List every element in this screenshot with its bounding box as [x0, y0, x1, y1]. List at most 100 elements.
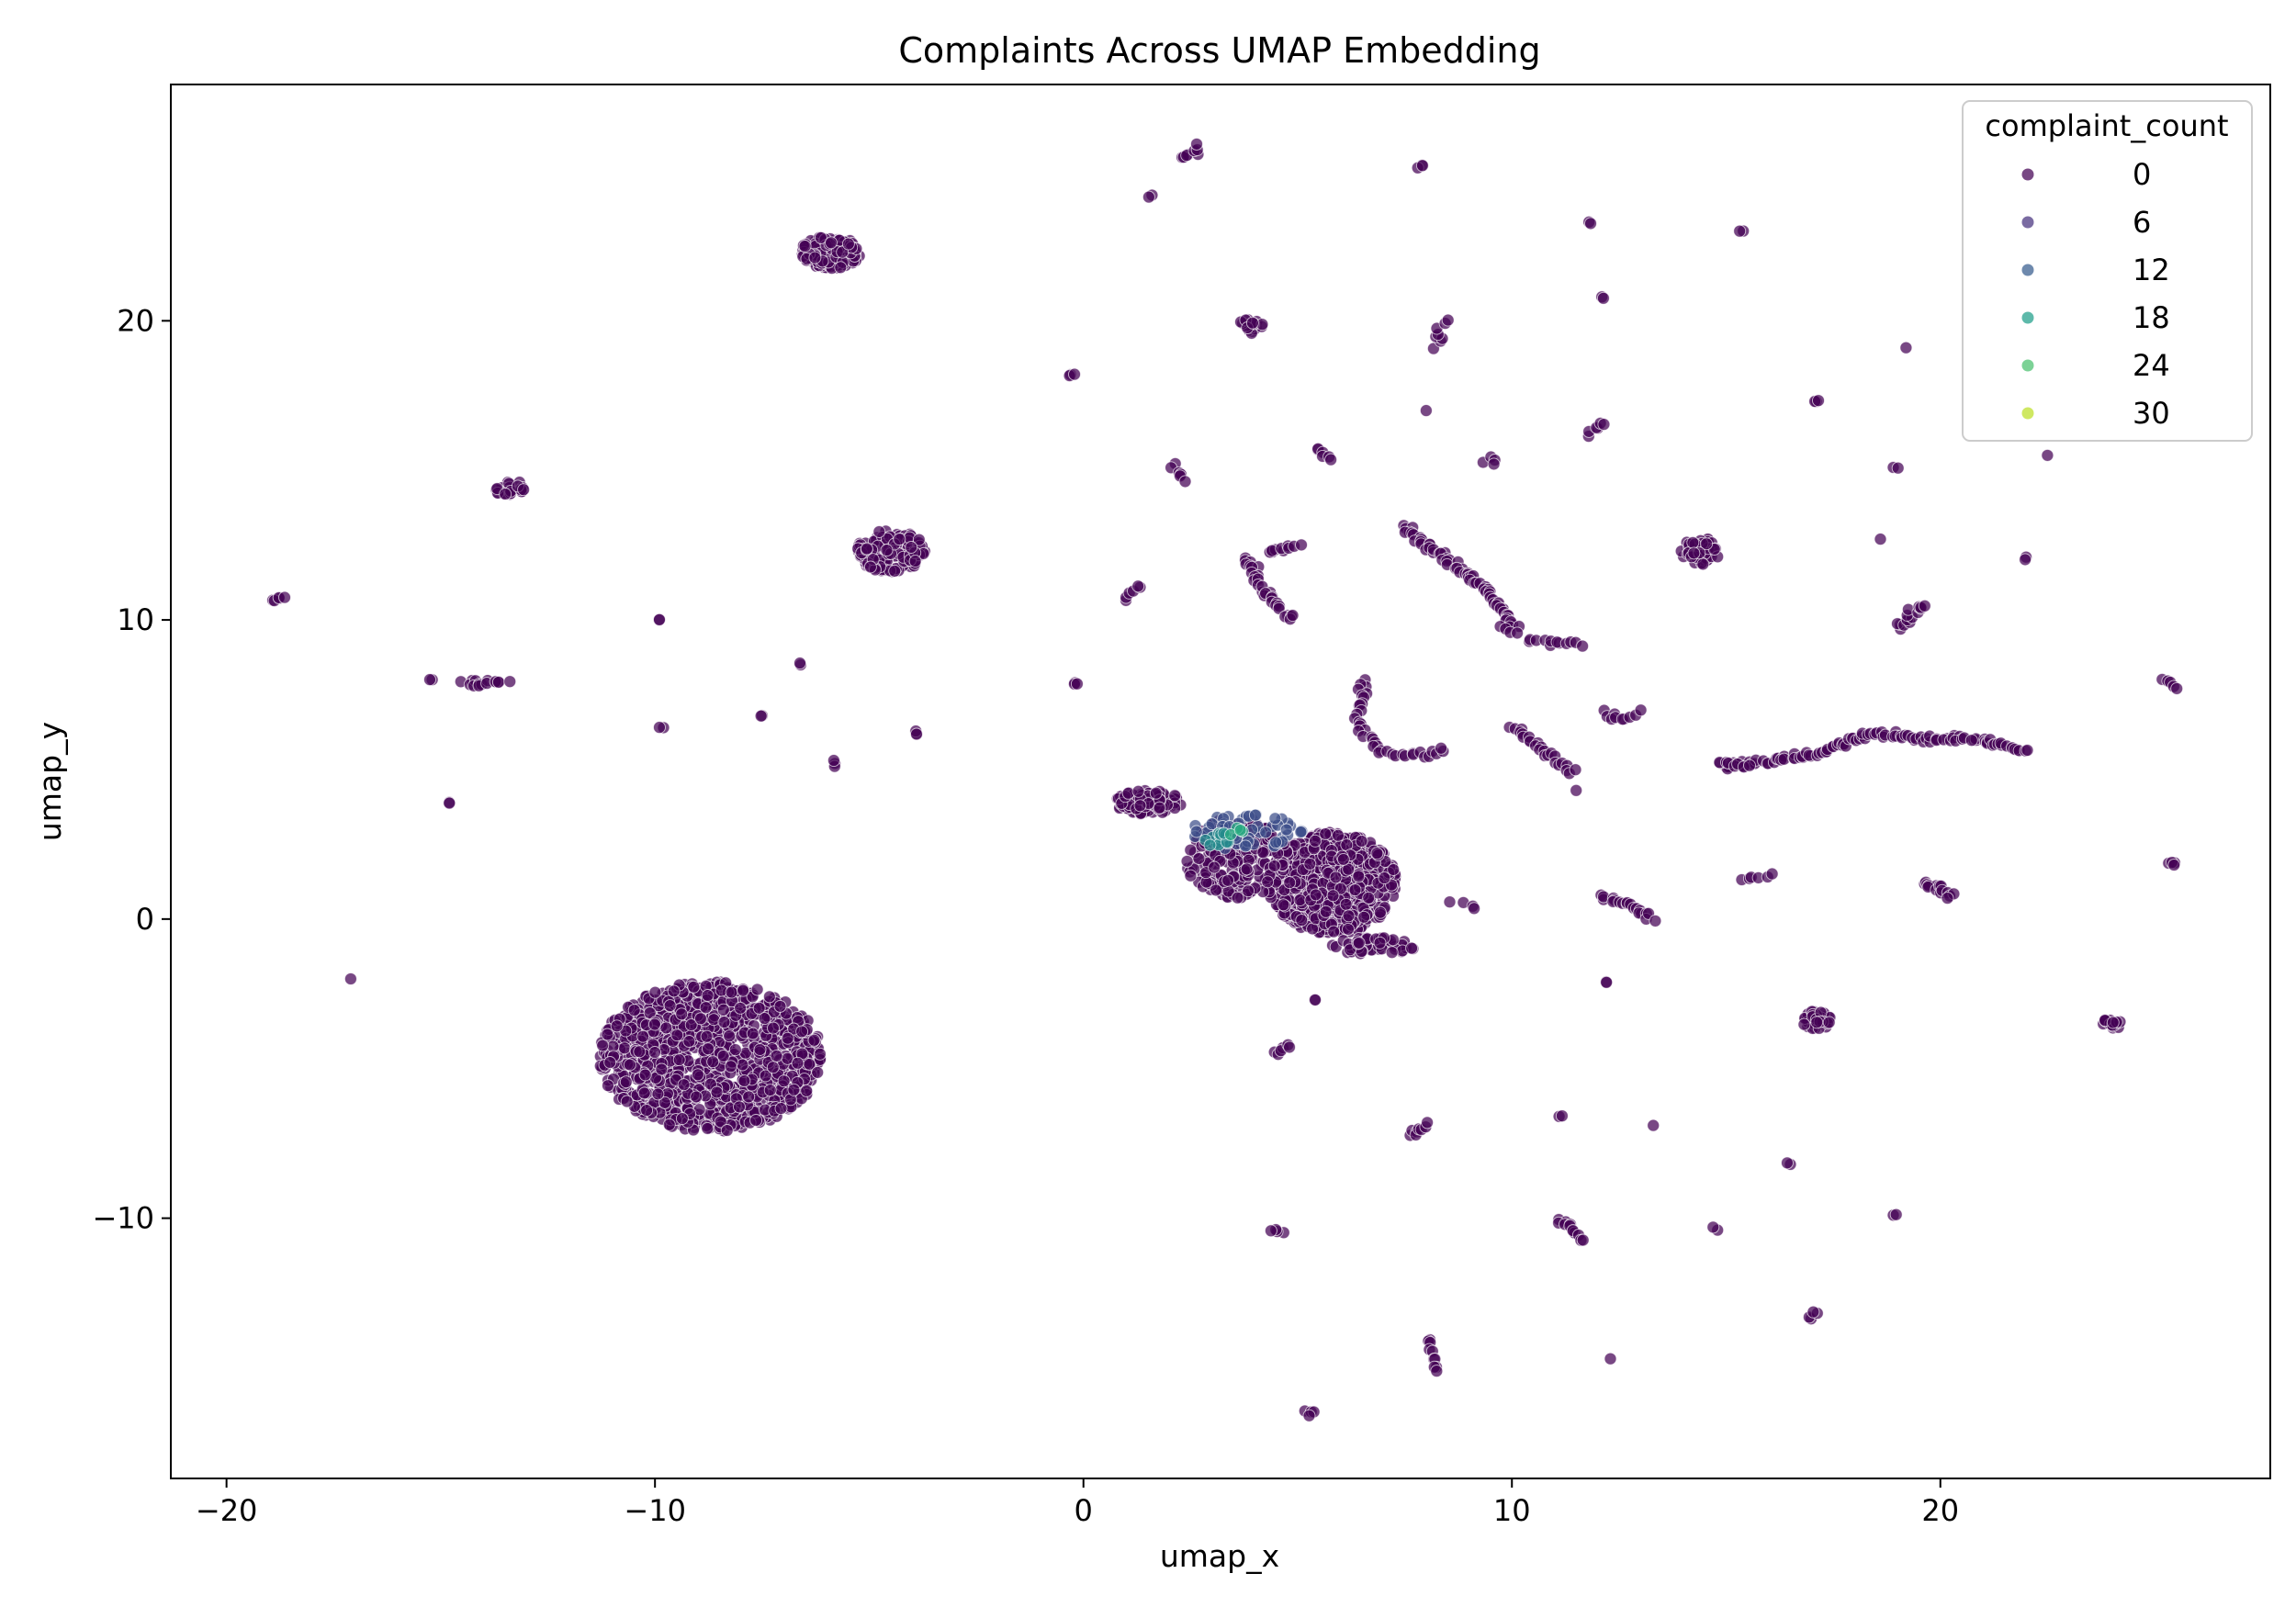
- scatter-point: [620, 1095, 634, 1108]
- legend-marker: [2021, 216, 2034, 229]
- scatter-point: [1806, 1305, 1820, 1319]
- scatter-point: [662, 1118, 676, 1131]
- scatter-point: [706, 1055, 720, 1069]
- scatter-point: [670, 1028, 684, 1042]
- scatter-point: [1210, 883, 1222, 897]
- scatter-point: [618, 1041, 631, 1055]
- scatter-point: [720, 1124, 734, 1137]
- scatter-point: [728, 1043, 742, 1057]
- scatter-point: [863, 560, 877, 574]
- scatter-point: [699, 1001, 713, 1015]
- scatter-point: [1918, 599, 1931, 612]
- scatter-point: [1319, 827, 1333, 840]
- scatter-point: [753, 1043, 767, 1056]
- scatter-point: [1259, 826, 1273, 839]
- scatter-point: [777, 1074, 791, 1088]
- scatter-point: [1352, 870, 1366, 883]
- scatter-point: [619, 1075, 633, 1089]
- scatter-point: [1190, 137, 1203, 151]
- x-tick-label: 0: [1075, 1493, 1093, 1528]
- scatter-point: [663, 999, 677, 1013]
- scatter-point: [1133, 799, 1147, 813]
- scatter-point: [1352, 936, 1366, 950]
- scatter-point: [723, 1029, 737, 1043]
- scatter-point: [627, 1004, 641, 1017]
- scatter-point: [814, 230, 827, 244]
- scatter-point: [648, 985, 662, 999]
- scatter-point: [1324, 453, 1338, 466]
- scatter-point: [872, 525, 886, 538]
- scatter-point: [912, 533, 926, 546]
- chart-title: Complaints Across UMAP Embedding: [898, 30, 1540, 71]
- scatter-point: [1435, 741, 1448, 755]
- scatter-point: [742, 1090, 756, 1104]
- scatter-point: [602, 1079, 614, 1093]
- scatter-point: [1332, 828, 1345, 842]
- scatter-point: [1415, 159, 1429, 173]
- scatter-point: [1555, 1109, 1569, 1123]
- plot-area-frame: [170, 84, 2271, 1479]
- scatter-point: [667, 984, 681, 998]
- scatter-point: [1576, 639, 1590, 653]
- scatter-point: [1248, 808, 1262, 822]
- scatter-point: [791, 1056, 805, 1070]
- scatter-point: [659, 1021, 673, 1035]
- scatter-point: [1131, 579, 1145, 593]
- scatter-point: [1302, 1409, 1316, 1422]
- scatter-point: [1889, 1208, 1903, 1221]
- scatter-point: [1319, 905, 1333, 918]
- scatter-point: [880, 544, 894, 557]
- scatter-point: [1261, 875, 1275, 889]
- scatter-point: [1941, 892, 1954, 905]
- scatter-point: [610, 1019, 624, 1033]
- scatter-point: [1604, 1352, 1617, 1365]
- scatter-point: [1421, 1116, 1435, 1129]
- scatter-point: [1370, 847, 1384, 860]
- data-points: [266, 137, 2184, 1422]
- scatter-point: [1348, 883, 1362, 897]
- scatter-point: [710, 1085, 724, 1099]
- scatter-point: [737, 1074, 751, 1088]
- scatter-point: [860, 542, 873, 556]
- scatter-point: [1256, 846, 1270, 860]
- scatter-point: [690, 1090, 703, 1104]
- scatter-point: [1180, 854, 1194, 868]
- scatter-point: [1245, 316, 1259, 330]
- scatter-point: [1283, 876, 1297, 890]
- x-tick-label: 20: [1921, 1493, 1959, 1528]
- scatter-point: [596, 1039, 610, 1052]
- scatter-point: [1765, 867, 1779, 881]
- scatter-point: [651, 1087, 665, 1101]
- x-axis-label: umap_x: [1160, 1538, 1279, 1574]
- scatter-point: [677, 1078, 691, 1092]
- axis-ticks: −20 −10 0 10 20 −10 0 10 20: [92, 303, 1959, 1528]
- scatter-point: [701, 989, 715, 1002]
- scatter-point: [1329, 871, 1343, 884]
- scatter-point: [1326, 889, 1340, 903]
- scatter-point: [1687, 546, 1701, 560]
- scatter-point: [1357, 910, 1371, 924]
- scatter-point: [1279, 823, 1293, 837]
- scatter-point: [1743, 759, 1756, 772]
- scatter-point: [714, 1115, 727, 1129]
- scatter-point: [733, 1100, 746, 1114]
- scatter-point: [1781, 1156, 1794, 1170]
- scatter-point: [1303, 857, 1317, 871]
- scatter-point: [787, 1083, 801, 1096]
- scatter-point: [1419, 404, 1433, 418]
- scatter-point: [1142, 190, 1155, 204]
- scatter-point: [1634, 703, 1648, 717]
- scatter-point: [701, 1121, 715, 1135]
- scatter-point: [653, 721, 666, 735]
- scatter-point: [1131, 784, 1145, 798]
- legend-label: 12: [2133, 253, 2170, 287]
- scatter-point: [700, 1029, 714, 1043]
- scatter-point: [648, 1046, 661, 1059]
- scatter-point: [1596, 291, 1610, 305]
- legend-marker: [2021, 407, 2034, 420]
- scatter-point: [672, 1053, 686, 1067]
- scatter-point: [1168, 789, 1182, 803]
- scatter-point: [766, 1061, 780, 1074]
- scatter-point: [841, 237, 855, 251]
- scatter-point: [1070, 677, 1084, 691]
